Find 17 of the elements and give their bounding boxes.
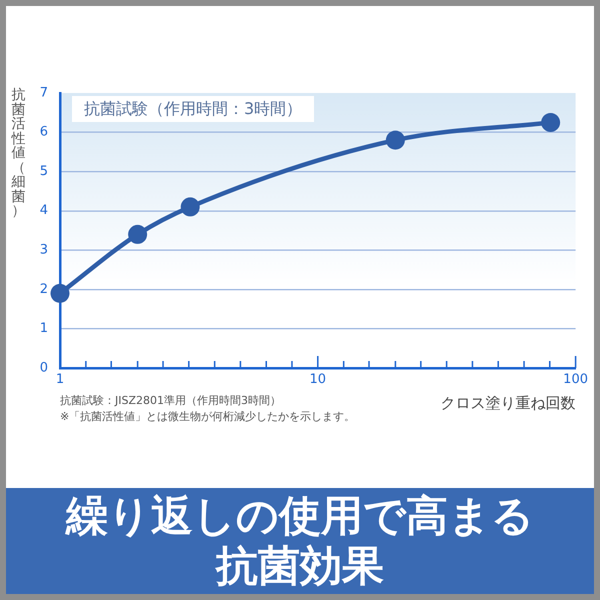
- x-tick-label: 100: [563, 372, 588, 388]
- text: 繰り返しの使用で高まる抗菌効果: [64, 491, 535, 591]
- y-tick-label: 6: [40, 124, 48, 140]
- y-tick-label: 1: [40, 321, 48, 336]
- x-tick-label: 10: [310, 372, 326, 388]
- y-tick-label: 3: [40, 242, 48, 258]
- y-tick-label: 5: [40, 164, 48, 179]
- y-tick-label: 4: [40, 203, 48, 218]
- text: ※「抗菌活性値」とは微生物が何桁減少したかを示します。: [60, 409, 356, 425]
- text: 抗菌活性値（細菌）: [12, 87, 26, 219]
- y-tick-label: 7: [40, 85, 48, 100]
- y-tick-label: 2: [40, 282, 48, 297]
- x-axis-title: クロス塗り重ね回数: [440, 394, 576, 412]
- annotation: 抗菌試験（作用時間：3時間）: [72, 96, 314, 122]
- x-tick-label: 1: [56, 372, 64, 388]
- text: 抗菌試験：JISZ2801準用（作用時間3時間）: [60, 393, 282, 409]
- y-tick-label: 0: [40, 360, 48, 376]
